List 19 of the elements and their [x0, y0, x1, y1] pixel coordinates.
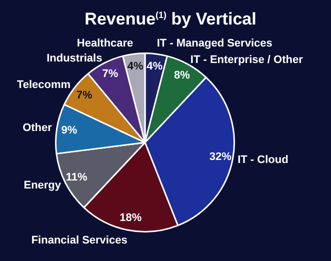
slice-label: Healthcare — [76, 38, 134, 50]
slice-label: Telecomm — [16, 78, 71, 91]
slice-label: IT - Enterprise / Other — [190, 54, 304, 66]
data-label: 4% — [127, 60, 144, 72]
slice-label: Financial Services — [31, 234, 128, 247]
data-label: 9% — [61, 124, 78, 137]
data-label: 8% — [174, 69, 190, 82]
data-label: 32% — [209, 150, 232, 163]
slice-label: IT - Managed Services — [156, 38, 272, 50]
data-label: 7% — [76, 89, 93, 102]
slice-label: Industrials — [46, 52, 102, 65]
slice-label: Other — [22, 122, 53, 134]
slice-label: Energy — [24, 179, 62, 192]
slice-label: IT - Cloud — [238, 154, 288, 166]
data-label: 18% — [120, 212, 142, 224]
data-label: 4% — [146, 60, 163, 72]
data-label: 7% — [102, 68, 118, 80]
data-label: 11% — [66, 171, 88, 184]
chart-title: Revenue$^{(1)}$ by Vertical — [84, 8, 258, 30]
